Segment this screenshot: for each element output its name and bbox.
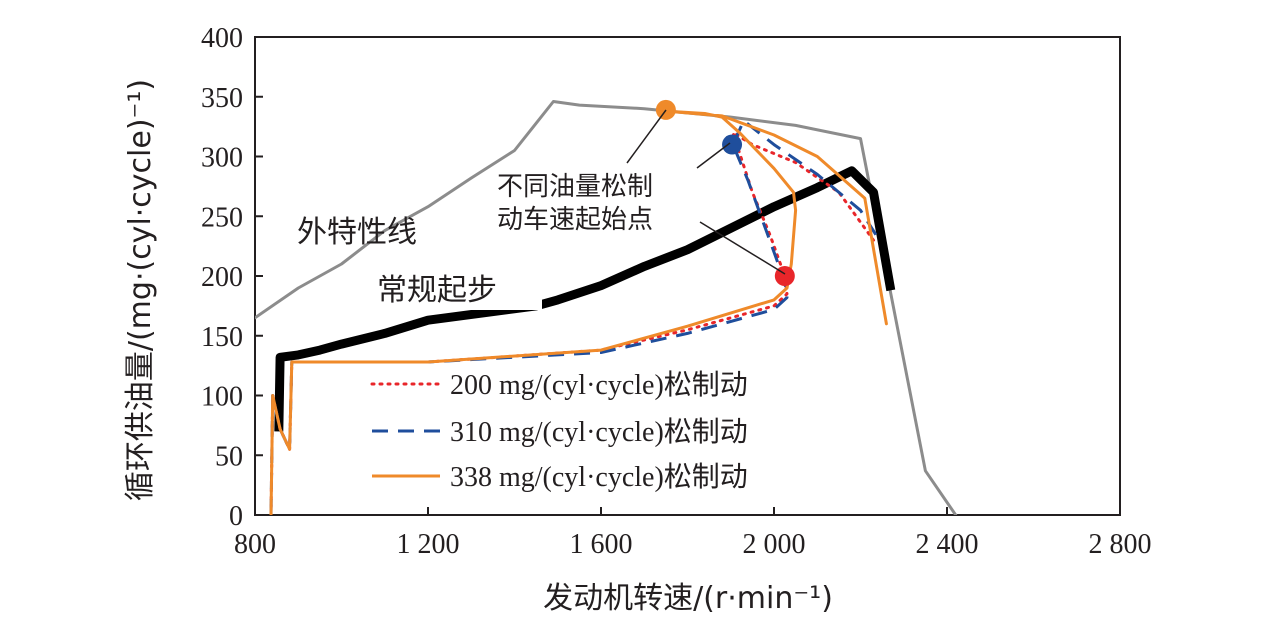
data-layer — [255, 100, 958, 515]
legend: 200 mg/(cyl·cycle)松制动 310 mg/(cyl·cycle)… — [367, 366, 867, 494]
x-axis-title: 发动机转速/(r·min⁻¹) — [543, 581, 833, 616]
y-axis-title: 循环供油量/(mg·(cyl·cycle)⁻¹) — [123, 79, 158, 501]
leader-line-red — [699, 221, 786, 275]
annotation-release-points-line1: 不同油量松制 — [497, 172, 653, 202]
x-tick-label: 1 600 — [570, 529, 633, 560]
release-point-marker — [655, 99, 676, 120]
y-tick-label: 250 — [201, 202, 243, 233]
annotation-normal-start: 常规起步 — [377, 273, 497, 308]
x-tick-label: 2 800 — [1089, 529, 1152, 560]
leader-line-orange — [626, 109, 667, 164]
legend-label-338: 338 mg/(cyl·cycle)松制动 — [450, 461, 748, 493]
ticks-layer: 800 1 200 1 600 2 000 2 400 2 800 0 50 100 150 200… — [201, 23, 1152, 560]
annotation-outer-curve: 外特性线 — [297, 215, 417, 250]
leader-line-blue — [696, 142, 731, 169]
series-line-4 — [269, 109, 888, 515]
legend-backdrop — [367, 366, 867, 494]
annotation-normal-start-backdrop — [372, 268, 542, 310]
annotation-release-points-backdrop — [492, 167, 702, 235]
release-point-marker — [722, 134, 743, 155]
y-tick-label: 100 — [201, 382, 243, 413]
x-tick-label: 800 — [234, 529, 276, 560]
series-line-0 — [255, 100, 958, 515]
legend-label-310: 310 mg/(cyl·cycle)松制动 — [450, 416, 748, 448]
x-tick-label: 1 200 — [397, 529, 460, 560]
x-tick-label: 2 400 — [916, 529, 979, 560]
y-tick-label: 150 — [201, 322, 243, 353]
series-line-3 — [269, 119, 880, 515]
y-tick-label: 50 — [215, 441, 243, 472]
series-line-1 — [274, 166, 896, 432]
y-tick-label: 400 — [201, 23, 243, 54]
x-tick-label: 2 000 — [743, 529, 806, 560]
legend-label-200: 200 mg/(cyl·cycle)松制动 — [450, 369, 748, 401]
y-tick-label: 200 — [201, 262, 243, 293]
y-tick-label: 300 — [201, 143, 243, 174]
y-tick-label: 350 — [201, 83, 243, 114]
series-line-2 — [269, 131, 875, 515]
y-tick-label: 0 — [229, 501, 243, 532]
annotation-release-points-line2: 动车速起始点 — [497, 205, 653, 235]
